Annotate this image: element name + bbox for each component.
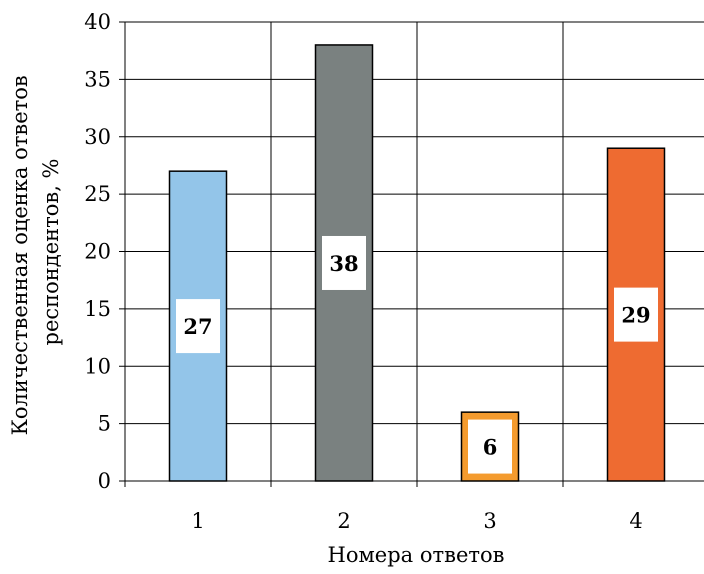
y-tick-label: 10 [84,354,111,378]
y-axis-title-line-2: респондентов, % [39,158,63,345]
y-tick-labels: 0 5 10 15 20 25 30 35 40 [84,10,111,493]
data-label: 27 [183,314,212,339]
data-label-box [322,235,366,290]
x-tick-label: 3 [483,509,496,533]
y-tick-label: 35 [84,67,111,91]
y-tick-label: 40 [84,10,111,34]
data-label-box [176,299,220,354]
x-tick-label: 4 [629,509,642,533]
y-tick-label: 30 [84,125,111,149]
data-label-box [468,419,512,474]
axes [119,21,704,487]
y-tick-label: 20 [84,240,111,264]
y-axis-title: Количественная оценка ответов респондент… [8,69,63,436]
data-labels: 27 38 6 29 [176,235,658,474]
data-label-box [614,287,658,342]
y-tick-label: 5 [98,412,111,436]
y-tick-label: 25 [84,182,111,206]
x-tick-label: 1 [191,509,204,533]
x-axis-title: Номера ответов [328,543,505,567]
x-tick-label: 2 [337,509,350,533]
x-tick-labels: 1 2 3 4 [191,509,642,533]
y-axis-title-line-1: Количественная оценка ответов [8,75,32,435]
data-label: 29 [621,303,650,328]
data-label: 6 [483,435,498,460]
y-tick-label: 15 [84,297,111,321]
data-label: 38 [329,251,358,276]
y-tick-label: 0 [98,469,111,493]
